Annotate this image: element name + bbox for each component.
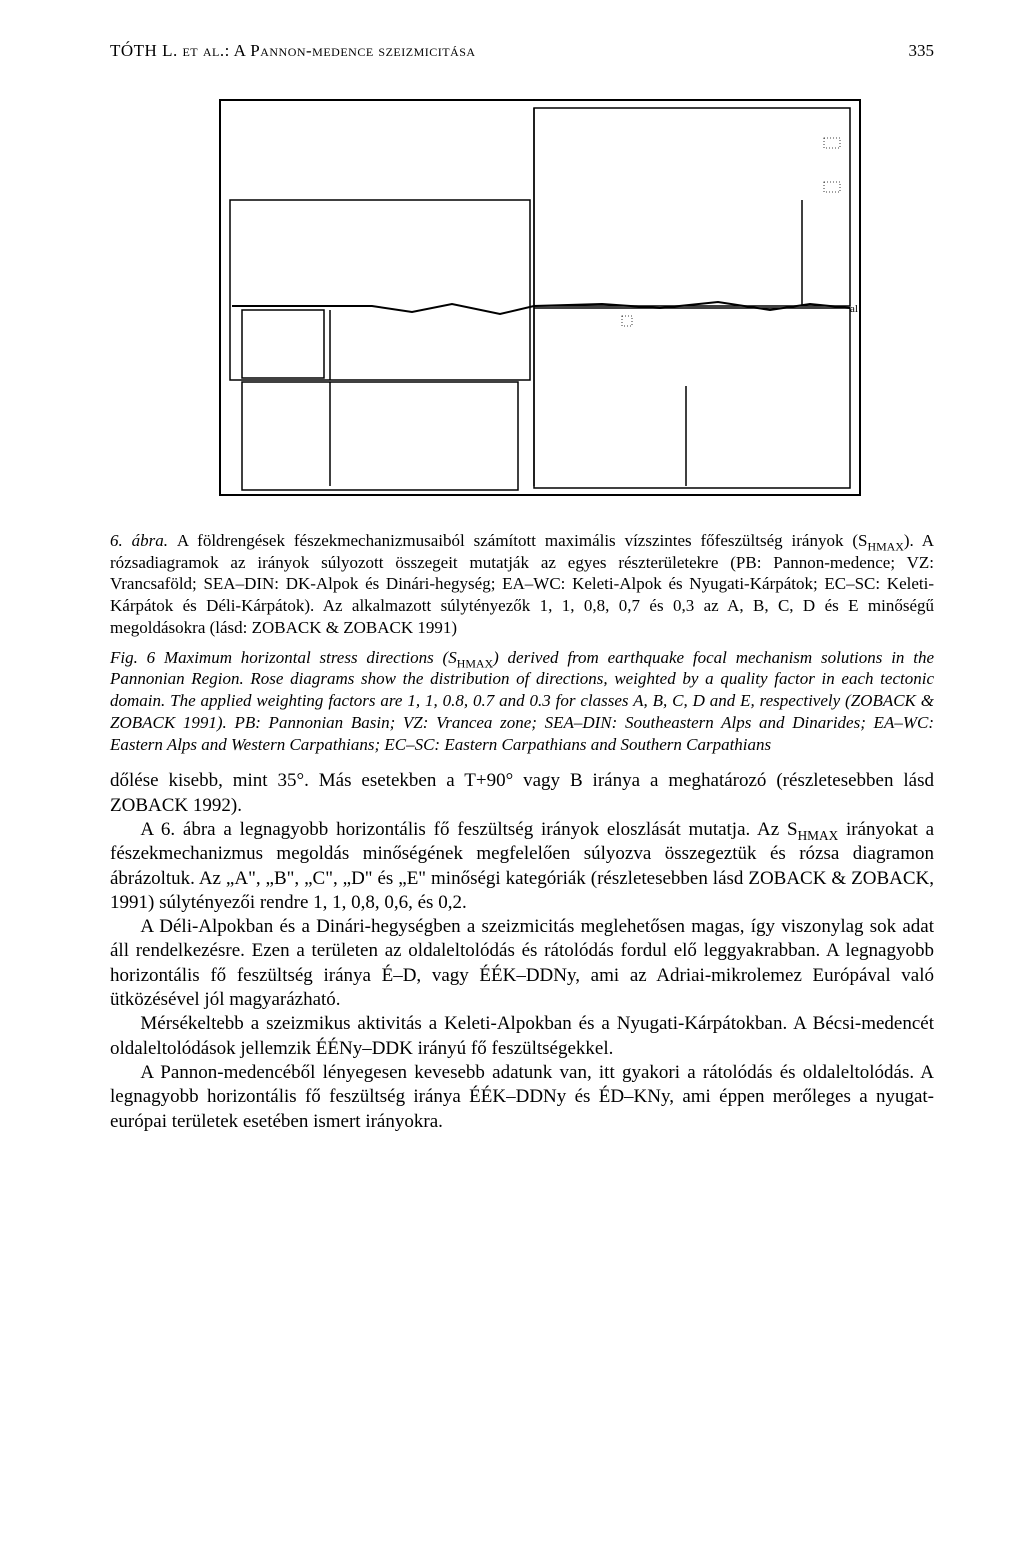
body-paragraph: A Pannon-medencéből lényegesen kevesebb … xyxy=(110,1061,934,1134)
header-author-name: TÓTH L. et al.: A Pannon-medence szeizmi… xyxy=(110,41,476,60)
page-number: 335 xyxy=(909,40,935,62)
header-author: TÓTH L. et al.: A Pannon-medence szeizmi… xyxy=(110,40,476,62)
svg-text:al: al xyxy=(850,303,858,315)
body-paragraph: A 6. ábra a legnagyobb horizontális fő f… xyxy=(110,818,934,915)
running-header: TÓTH L. et al.: A Pannon-medence szeizmi… xyxy=(110,40,934,62)
body-paragraph: Mérsékeltebb a szeizmikus aktivitás a Ke… xyxy=(110,1012,934,1061)
caption-hu-body1: A földrengések fészekmechanizmusaiból sz… xyxy=(177,531,868,550)
caption-hu-lead: 6. ábra. xyxy=(110,531,177,550)
figure-caption-hu: 6. ábra. A földrengések fészekmechanizmu… xyxy=(110,530,934,639)
figure-caption-en: Fig. 6 Maximum horizontal stress directi… xyxy=(110,647,934,756)
caption-en-body1: Maximum horizontal stress directions (S xyxy=(164,648,457,667)
body-paragraph: dőlése kisebb, mint 35°. Más esetekben a… xyxy=(110,769,934,818)
caption-hu-sub: HMAX xyxy=(868,539,904,553)
body-paragraph: A Déli-Alpokban és a Dinári-hegységben a… xyxy=(110,915,934,1012)
caption-en-lead: Fig. 6 xyxy=(110,648,164,667)
caption-en-sub: HMAX xyxy=(457,656,493,670)
body-text: dőlése kisebb, mint 35°. Más esetekben a… xyxy=(110,769,934,1134)
figure-6-diagram: al xyxy=(162,80,882,510)
